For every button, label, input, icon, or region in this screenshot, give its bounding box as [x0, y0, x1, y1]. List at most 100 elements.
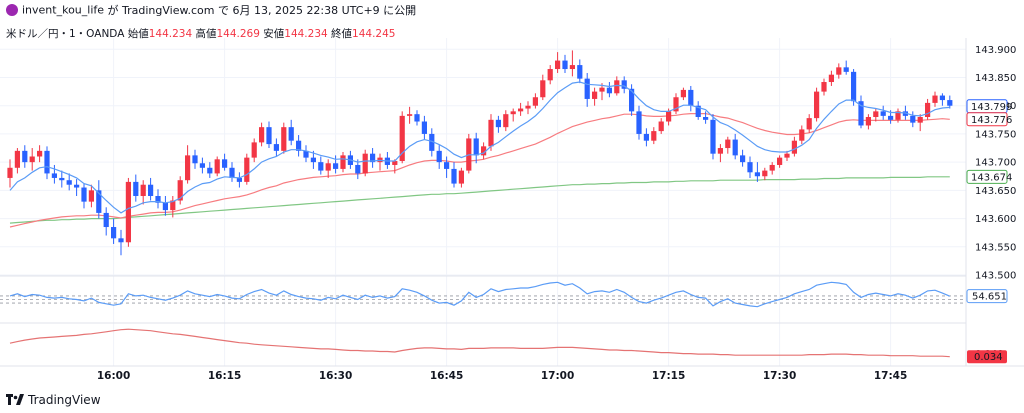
ema-slow-line — [9, 113, 950, 228]
candle-body — [37, 150, 43, 157]
time-tick-label: 16:15 — [208, 370, 241, 382]
ema-fast-path — [9, 81, 950, 214]
candle-body — [111, 227, 117, 239]
time-tick-label: 17:00 — [541, 370, 574, 382]
time-tick-label: 17:30 — [763, 370, 796, 382]
candle-body — [547, 69, 553, 81]
candle-body — [532, 97, 538, 106]
candle-body — [525, 105, 531, 109]
candle-body — [481, 146, 487, 156]
candle-body — [421, 121, 427, 134]
rsi-value-label: 54.651 — [972, 292, 1007, 303]
candle-body — [584, 78, 590, 99]
time-tick-label: 16:30 — [319, 370, 352, 382]
price-tick-label: 143.600 — [975, 214, 1016, 225]
candle-body — [836, 67, 842, 75]
candle-body — [155, 196, 161, 203]
candle-body — [133, 181, 139, 196]
close-value: 144.245 — [352, 28, 396, 40]
candle-body — [251, 142, 257, 158]
candle-body — [177, 180, 183, 201]
candle-body — [569, 65, 575, 70]
candle-body — [436, 150, 442, 163]
author-avatar-icon — [6, 4, 18, 16]
open-label: 始値 — [127, 28, 149, 40]
time-tick-label: 17:45 — [874, 370, 907, 382]
candle-body — [873, 111, 879, 117]
candle-body — [399, 115, 405, 162]
candle-body — [29, 156, 35, 163]
price-tick-label: 143.700 — [975, 158, 1016, 169]
candle-body — [880, 111, 886, 116]
candle-body — [666, 111, 672, 122]
candle-body — [828, 74, 834, 83]
candle-body — [939, 95, 945, 101]
price-label: 143.799 — [971, 102, 1012, 113]
ema-slow-path — [9, 113, 950, 228]
symbol-name[interactable]: 米ドル／円・1・OANDA — [6, 28, 125, 40]
candle-body — [192, 155, 198, 164]
candle-body — [762, 170, 768, 177]
candle-body — [791, 140, 797, 154]
candle-body — [518, 108, 524, 112]
candle-body — [66, 180, 72, 185]
candle-body — [14, 150, 20, 168]
candle-body — [473, 138, 479, 156]
candle-body — [895, 111, 901, 120]
low-label: 安値 — [263, 28, 285, 40]
candle-body — [925, 102, 931, 117]
candle-body — [651, 131, 657, 141]
footer-brand[interactable]: TradingView — [6, 393, 101, 407]
candle-body — [629, 88, 635, 112]
high-value: 144.269 — [216, 28, 260, 40]
rsi-path — [9, 281, 951, 308]
oscillator-pane: 0.0400.034 — [9, 328, 1007, 364]
candle-body — [577, 65, 583, 79]
candle-body — [643, 133, 649, 141]
candle-body — [732, 139, 738, 156]
candle-body — [281, 127, 287, 151]
candle-body — [74, 184, 80, 188]
candle-body — [244, 157, 250, 182]
close-label: 終値 — [331, 28, 353, 40]
candle-body — [562, 60, 568, 70]
candle-body — [81, 187, 87, 202]
candle-body — [51, 173, 57, 178]
author-name[interactable]: invent_kou_life — [22, 3, 105, 17]
candle-body — [199, 163, 205, 168]
candle-body — [717, 148, 723, 154]
candle-body — [103, 212, 109, 228]
price-label-box — [966, 169, 1008, 184]
candle-body — [392, 161, 398, 165]
price-axis[interactable]: 143.500 143.550 143.600 143.650 143.700 143.7… — [966, 45, 1016, 282]
price-tick-label: 143.550 — [975, 242, 1016, 253]
ema-fast-line — [9, 81, 950, 214]
candle-body — [495, 119, 501, 128]
candle-body — [599, 87, 605, 92]
candles — [7, 50, 953, 256]
candle-body — [703, 117, 709, 120]
candle-body — [140, 184, 146, 196]
candle-body — [162, 202, 168, 211]
candle-body — [614, 80, 620, 94]
candle-body — [754, 172, 760, 177]
candle-body — [414, 114, 420, 122]
candle-body — [288, 127, 294, 141]
candle-body — [814, 91, 820, 119]
rsi-label-box — [966, 289, 1008, 304]
brand-name: TradingView — [28, 393, 101, 407]
candle-body — [185, 155, 191, 181]
symbol-info-bar: 米ドル／円・1・OANDA 始値144.234 高値144.269 安値144.… — [6, 26, 395, 41]
candle-body — [658, 121, 664, 132]
candle-body — [22, 150, 28, 163]
candle-body — [851, 71, 857, 102]
low-value: 144.234 — [284, 28, 328, 40]
candle-body — [673, 97, 679, 112]
candle-body — [688, 89, 694, 106]
candle-body — [96, 190, 102, 213]
price-tick-label: 143.750 — [975, 129, 1016, 140]
time-axis[interactable]: 16:00 16:15 16:30 16:45 17:00 17:15 17:30 17:45 — [97, 370, 907, 382]
ema-long-path — [9, 176, 950, 224]
candle-body — [118, 238, 124, 243]
